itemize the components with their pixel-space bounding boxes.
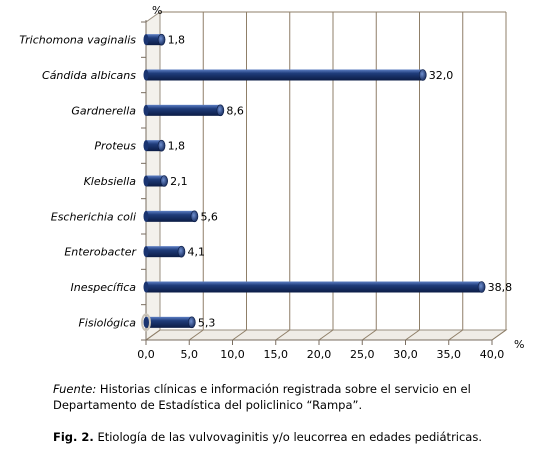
floor-gridline	[232, 329, 247, 341]
bar-base-cap	[143, 316, 149, 328]
bar-chart: 0,0 5,0 10,0 15,0 20,0 25,0 30,0 35,0 40,0%% Tric…	[19, 4, 524, 361]
category-label: Trichomona vaginalis	[19, 34, 136, 47]
base-highlight	[141, 313, 151, 332]
source-note: Fuente: Historias clínicas e información…	[53, 381, 523, 413]
x-unit-label: %	[514, 338, 524, 351]
bar-base-cap	[143, 246, 149, 258]
bar-end-cap	[216, 104, 225, 117]
bar	[146, 140, 162, 152]
category-label: Enterobacter	[64, 246, 137, 259]
value-label: 5,6	[200, 210, 218, 223]
bar-end-cap	[190, 210, 199, 223]
value-label: 38,8	[488, 281, 513, 294]
bar	[146, 69, 423, 81]
category-label: Klebsiella	[84, 175, 137, 188]
bar-base-cap	[143, 34, 149, 46]
bar	[146, 104, 221, 116]
category-label: Gardnerella	[71, 104, 136, 117]
bar	[146, 246, 182, 258]
bar	[146, 34, 162, 46]
floor-gridline	[275, 329, 291, 341]
floor-gridline	[491, 329, 507, 341]
category-label: Cándida albicans	[42, 69, 136, 82]
bar-base-cap	[143, 210, 149, 222]
value-label: 8,6	[226, 104, 244, 117]
bar-end-cap	[160, 175, 168, 187]
bar	[146, 316, 192, 328]
bar	[146, 175, 165, 187]
caption-label: Fig. 2.	[53, 430, 94, 444]
bars	[141, 33, 486, 332]
value-label: 1,8	[168, 34, 186, 47]
bar-base-cap	[143, 69, 149, 81]
bar-base-cap	[143, 104, 149, 116]
floor-gridline	[405, 329, 420, 341]
x-tick-label: 40,0	[480, 348, 505, 361]
value-label: 4,1	[187, 246, 205, 259]
floor-gridline	[188, 329, 204, 341]
source-text: Historias clínicas e información registr…	[53, 382, 471, 412]
figure-caption: Fig. 2. Etiología de las vulvovaginitis …	[53, 429, 528, 445]
floor-gridline	[448, 329, 464, 341]
bar	[146, 281, 482, 293]
bar-base-cap	[143, 175, 149, 187]
bar-end-cap	[157, 139, 166, 152]
category-label: Proteus	[94, 140, 136, 153]
bar-end-cap	[418, 69, 427, 81]
bar-base-cap	[143, 281, 149, 293]
x-tick-label: 0,0	[137, 348, 155, 361]
floor-gridline	[145, 329, 161, 341]
bar-end-cap	[188, 316, 196, 329]
category-label: Escherichia coli	[51, 210, 136, 223]
floor-gridline	[318, 329, 334, 341]
x-tick-label: 15,0	[264, 348, 289, 361]
x-tick-label: 20,0	[307, 348, 332, 361]
x-tick-label: 10,0	[220, 348, 245, 361]
value-label: 32,0	[429, 69, 454, 82]
labels: 0,0 5,0 10,0 15,0 20,0 25,0 30,0 35,0 40,0%% Tric…	[19, 4, 524, 361]
value-label: 5,3	[198, 316, 216, 329]
bar-base-cap	[143, 140, 149, 152]
value-label: 2,1	[170, 175, 188, 188]
source-label: Fuente:	[53, 382, 97, 396]
bar-end-cap	[177, 245, 186, 258]
category-label: Fisiológica	[78, 316, 136, 329]
x-tick-label: 35,0	[437, 348, 462, 361]
bar-end-cap	[477, 281, 486, 293]
x-tick-label: 25,0	[350, 348, 375, 361]
caption-text: Etiología de las vulvovaginitis y/o leuc…	[97, 430, 483, 444]
top-unit-label: %	[152, 4, 162, 17]
bar-end-cap	[157, 33, 166, 46]
bar	[146, 210, 195, 222]
plot-area	[144, 11, 508, 341]
floor-gridline	[361, 329, 377, 341]
x-tick-label: 5,0	[181, 348, 199, 361]
category-label: Inespecífica	[71, 281, 137, 294]
value-label: 1,8	[168, 140, 186, 153]
x-tick-label: 30,0	[393, 348, 418, 361]
